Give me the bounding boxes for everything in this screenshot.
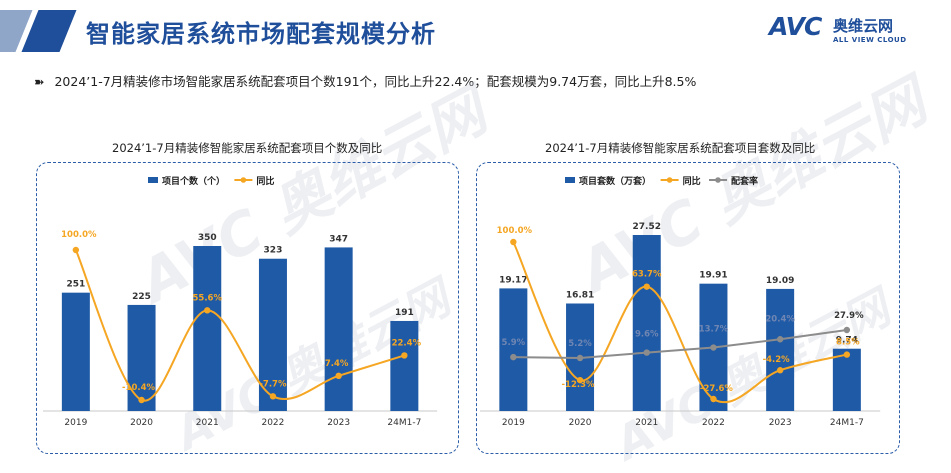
x-tick-label: 24M1-7 xyxy=(830,418,864,428)
line-data-label: -12.3% xyxy=(562,380,595,390)
bar-data-label: 323 xyxy=(264,246,283,256)
legend-swatch-marker xyxy=(240,177,247,183)
line-data-label: 5.9% xyxy=(502,338,526,348)
line-data-label: 63.7% xyxy=(632,270,662,280)
line-data-label: 9.6% xyxy=(635,330,659,340)
line-point xyxy=(710,344,717,351)
bar-data-label: 225 xyxy=(132,292,151,302)
bar xyxy=(766,288,795,411)
logo-cn-name: 奥维云网 xyxy=(833,17,894,35)
line-data-label: 27.9% xyxy=(834,311,864,321)
summary-text: 2024’1-7月精装修市场智能家居系统配套项目个数191个，同比上升22.4%… xyxy=(54,74,697,89)
bar xyxy=(127,304,156,411)
bar-data-label: 16.81 xyxy=(566,290,594,300)
legend-label: 同比 xyxy=(256,175,274,187)
x-tick-label: 2020 xyxy=(569,418,592,428)
x-tick-label: 2021 xyxy=(635,418,658,428)
line-data-label: 13.7% xyxy=(699,325,729,335)
legend-label: 配套率 xyxy=(731,175,758,187)
legend-label: 项目个数（个） xyxy=(162,175,225,187)
legend-swatch-bar xyxy=(148,177,158,183)
line-data-label: -27.6% xyxy=(700,384,733,394)
line-point xyxy=(643,283,650,290)
x-tick-label: 24M1-7 xyxy=(387,418,421,428)
line-data-label: -10.4% xyxy=(122,383,155,393)
line-point xyxy=(710,395,717,403)
x-tick-label: 2022 xyxy=(261,418,284,428)
line-point xyxy=(138,396,145,404)
line-data-label: -7.7% xyxy=(259,379,287,389)
line-data-label: 100.0% xyxy=(61,230,97,240)
bar-data-label: 27.52 xyxy=(633,222,661,232)
series-line xyxy=(513,329,847,360)
line-data-label: 8.5% xyxy=(836,338,860,348)
bar-data-label: 347 xyxy=(329,234,348,244)
logo-brand: AVC xyxy=(769,12,822,41)
line-data-label: 55.6% xyxy=(193,293,223,303)
series-line xyxy=(512,241,848,404)
bar xyxy=(832,348,861,411)
legend-label: 同比 xyxy=(683,175,701,187)
line-point xyxy=(576,354,584,362)
legend-swatch-marker xyxy=(666,177,673,183)
legend-swatch-bar xyxy=(565,177,575,183)
bar xyxy=(324,247,353,411)
line-point xyxy=(510,353,517,361)
line-data-label: 100.0% xyxy=(497,226,533,236)
bar xyxy=(193,246,222,411)
line-data-label: 7.4% xyxy=(325,359,349,369)
arrow-bullet-icon: ➽ xyxy=(34,74,45,89)
bar-data-label: 19.09 xyxy=(766,276,794,286)
line-point xyxy=(72,246,80,254)
summary-line: ➽ 2024’1-7月精装修市场智能家居系统配套项目个数191个，同比上升22.4… xyxy=(34,71,696,90)
header-bar: 智能家居系统市场配套规模分析 AVC 奥维云网 ALL VIEW CLOUD xyxy=(0,0,951,58)
avc-logo: AVC 奥维云网 ALL VIEW CLOUD xyxy=(769,12,919,50)
line-point xyxy=(401,352,408,359)
bar-data-label: 19.91 xyxy=(699,271,727,281)
bar xyxy=(61,292,90,411)
chart-title-right: 2024’1-7月精装修智能家居系统配套项目套数及同比 xyxy=(545,141,816,155)
page-title: 智能家居系统市场配套规模分析 xyxy=(86,20,436,48)
line-data-label: 20.4% xyxy=(765,314,795,324)
bar xyxy=(258,258,287,411)
bar xyxy=(499,288,528,411)
bar-data-label: 350 xyxy=(198,233,217,243)
bar-data-label: 19.17 xyxy=(499,275,527,285)
x-tick-label: 2023 xyxy=(327,418,350,428)
logo-en-name: ALL VIEW CLOUD xyxy=(833,36,907,44)
line-point xyxy=(843,351,851,358)
x-tick-label: 2019 xyxy=(502,418,525,428)
line-data-label: 5.2% xyxy=(568,339,592,349)
line-point xyxy=(204,307,211,314)
line-point xyxy=(269,393,277,400)
x-tick-label: 2021 xyxy=(196,418,219,428)
chart-title-left: 2024’1-7月精装修智能家居系统配套项目个数及同比 xyxy=(112,141,383,155)
x-tick-label: 2022 xyxy=(702,418,725,428)
chart-panel-right xyxy=(476,162,900,454)
bar-data-label: 9.74 xyxy=(836,336,858,346)
line-point xyxy=(335,372,342,380)
chart-panel-left xyxy=(36,162,459,454)
bar xyxy=(390,320,419,411)
line-data-label: -4.2% xyxy=(763,355,791,365)
bar-data-label: 191 xyxy=(395,308,414,318)
legend-swatch-marker xyxy=(715,177,721,183)
line-point xyxy=(776,336,784,343)
bar-data-label: 251 xyxy=(66,280,85,290)
x-tick-label: 2023 xyxy=(769,418,792,428)
legend-label: 项目套数（万套） xyxy=(579,175,651,187)
line-point xyxy=(643,349,650,356)
line-point xyxy=(576,376,584,384)
x-tick-label: 2020 xyxy=(130,418,153,428)
bar xyxy=(632,235,661,411)
line-data-label: 22.4% xyxy=(392,338,422,348)
x-tick-label: 2019 xyxy=(64,418,87,428)
line-point xyxy=(776,367,784,374)
line-point xyxy=(843,326,851,334)
line-point xyxy=(510,238,517,246)
